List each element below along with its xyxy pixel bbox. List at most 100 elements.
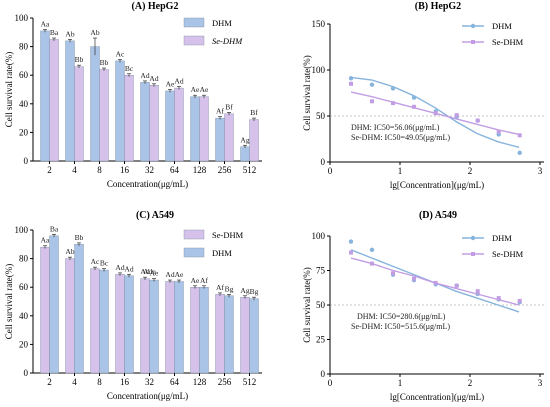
bar-sedhm-256 — [215, 294, 225, 374]
data-point-se-dhm — [517, 298, 522, 303]
x-tick-label: 1 — [398, 166, 403, 176]
significance-label: Bc — [125, 64, 134, 73]
significance-label: Bc — [100, 259, 109, 268]
legend-swatch — [183, 247, 205, 258]
significance-label: Bg — [225, 284, 234, 293]
x-tick-label: 3 — [538, 378, 543, 388]
x-tick-label: 256 — [218, 165, 232, 175]
x-tick-label: 64 — [170, 377, 180, 387]
significance-label: Bb — [75, 55, 84, 64]
x-axis-label: Concentration(μg/mL) — [107, 179, 188, 189]
fit-curve-dhm — [350, 76, 520, 148]
chart-title-C: (C) A549 — [136, 210, 174, 221]
data-point-se-dhm — [433, 280, 438, 285]
bar-sedhm-2 — [40, 246, 50, 374]
bar-sedhm-128 — [190, 287, 200, 374]
data-point-se-dhm — [370, 99, 374, 104]
significance-label: Af — [216, 107, 224, 116]
data-point-dhm — [348, 239, 354, 244]
significance-label: Ad — [140, 71, 149, 80]
x-axis-label: lg[Concentration](μg/mL) — [390, 392, 484, 402]
data-point-se-dhm — [391, 271, 395, 276]
x-tick-label: 2 — [47, 377, 52, 387]
y-tick-label: 0 — [321, 157, 326, 167]
significance-label: Ae — [175, 270, 184, 279]
data-point-se-dhm — [475, 118, 480, 123]
y-tick-label: 50 — [316, 300, 326, 310]
y-tick-label: 80 — [19, 42, 29, 52]
bar-sedhm-64 — [165, 281, 175, 374]
y-axis-label: Cell survival rate(%) — [302, 55, 312, 130]
legend-label: Se-DHM — [212, 230, 244, 240]
bar-sedhm-8 — [99, 69, 109, 162]
significance-label: Bf — [225, 102, 233, 111]
data-point-dhm — [348, 76, 354, 81]
bar-sedhm-32 — [140, 278, 150, 374]
y-tick-label: 20 — [19, 339, 29, 349]
data-point-se-dhm — [475, 289, 480, 294]
significance-label: Ag — [240, 135, 249, 144]
legend-label: Se-DHM — [492, 37, 524, 47]
y-tick-label: 75 — [316, 266, 326, 276]
y-tick-label: 100 — [15, 225, 29, 235]
significance-label: Ade — [143, 267, 156, 276]
legend-marker — [471, 252, 475, 256]
bar-sedhm-4 — [65, 258, 75, 374]
legend-swatch — [183, 35, 205, 46]
significance-label: Ba — [50, 224, 59, 233]
chart-B: (B) HepG2 0 50 100 150 0 1 2 3 DHM: IC50=56.06(μg… — [302, 1, 544, 190]
data-point-dhm — [517, 150, 522, 155]
bar-dhm-8 — [99, 269, 109, 374]
significance-label: Ae — [200, 85, 209, 94]
data-point-dhm — [369, 247, 375, 252]
chart-title-B: (B) HepG2 — [415, 1, 461, 12]
significance-label: Ba — [50, 28, 59, 37]
bar-dhm-128 — [199, 287, 209, 374]
x-tick-label: 64 — [170, 165, 180, 175]
x-tick-label: 2 — [468, 378, 473, 388]
significance-label: Ae — [191, 85, 200, 94]
x-tick-label: 8 — [97, 165, 102, 175]
significance-label: Ad — [115, 263, 124, 272]
y-tick-label: 25 — [316, 335, 326, 345]
bar-sedhm-256 — [224, 113, 234, 162]
significance-label: Ad — [140, 267, 149, 276]
significance-label: Ad — [165, 270, 174, 279]
data-point-se-dhm — [496, 296, 501, 301]
legend-label: Se-DHM — [212, 36, 243, 46]
legend-swatch — [183, 229, 205, 240]
x-tick-label: 0 — [328, 378, 333, 388]
y-tick-label: 50 — [316, 111, 326, 121]
significance-label: Ac — [116, 49, 125, 58]
y-axis-label: Cell survival rate(%) — [302, 267, 312, 342]
bar-sedhm-32 — [149, 85, 159, 162]
bar-sedhm-8 — [90, 268, 100, 374]
significance-label: Aa — [41, 236, 50, 245]
bar-sedhm-64 — [174, 87, 184, 162]
bar-dhm-8 — [90, 46, 100, 162]
y-tick-label: 40 — [19, 99, 29, 109]
chart-title-A: (A) HepG2 — [132, 1, 179, 12]
bar-sedhm-2 — [49, 39, 59, 162]
legend-marker — [470, 23, 476, 29]
data-point-se-dhm — [496, 129, 501, 134]
bar-sedhm-16 — [124, 74, 134, 162]
y-axis-label: Cell survival rate(%) — [4, 264, 14, 339]
bar-sedhm-512 — [240, 297, 250, 374]
significance-label: Ad — [174, 77, 183, 86]
significance-label: Bf — [250, 108, 258, 117]
data-point-dhm — [411, 95, 417, 100]
bar-sedhm-4 — [74, 66, 84, 162]
data-point-se-dhm — [433, 111, 438, 116]
x-tick-label: 4 — [72, 377, 77, 387]
legend-label: DHM — [212, 248, 232, 258]
bar-dhm-64 — [174, 281, 184, 374]
x-tick-label: 32 — [145, 377, 154, 387]
x-axis-label: Concentration(μg/mL) — [107, 391, 188, 401]
x-tick-label: 32 — [145, 165, 154, 175]
x-tick-label: 512 — [243, 165, 257, 175]
chart-D: (D) A549 0 25 50 75 100 0 1 2 3 DHM: IC50=280.6(μg… — [302, 210, 544, 402]
legend-marker — [470, 235, 476, 241]
y-tick-label: 0 — [24, 368, 29, 378]
